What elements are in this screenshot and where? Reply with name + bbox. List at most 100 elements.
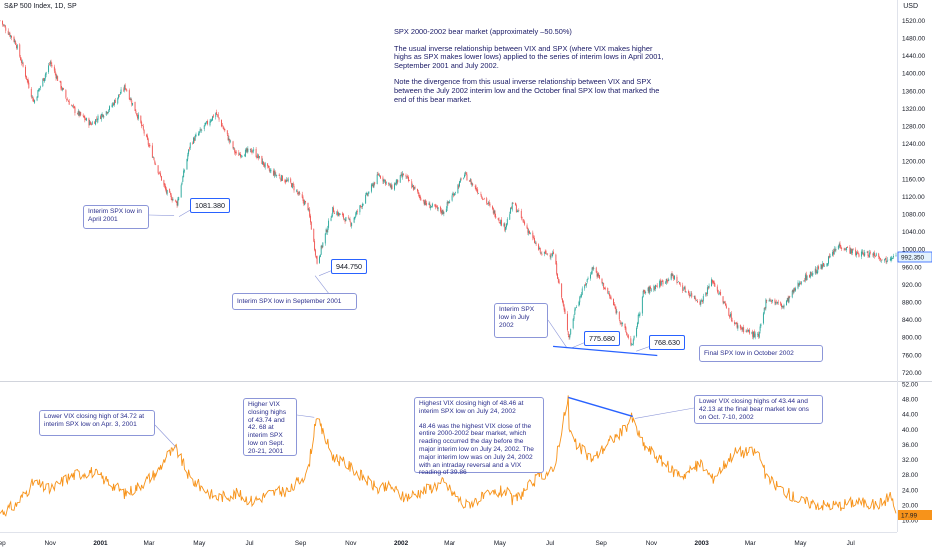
spx-candle-body	[584, 285, 586, 289]
spx-candle-body	[2, 20, 3, 25]
spx-candle-body	[314, 249, 316, 256]
spx-candle-body	[602, 282, 604, 284]
spx-candle-body	[459, 179, 461, 183]
spx-candle-body	[880, 260, 882, 262]
spx-candle-body	[211, 119, 213, 122]
spx-candle-body	[347, 217, 349, 219]
spx-candle-body	[408, 177, 409, 181]
spx-candle-body	[251, 151, 253, 153]
symbol-title[interactable]: S&P 500 Index, 1D, SP	[4, 3, 77, 10]
spx-candle-body	[844, 249, 846, 251]
spx-candle-body	[367, 192, 369, 196]
spx-candle-body	[471, 183, 473, 186]
spx-candle-body	[817, 266, 819, 273]
vix-last-value-tag	[898, 510, 932, 520]
spx-candle-body	[108, 110, 110, 112]
spx-candle-body	[429, 203, 431, 209]
spx-price-tick: 1040.00	[902, 229, 926, 236]
spx-candle-body	[862, 252, 864, 254]
spx-candle-body	[453, 194, 455, 197]
spx-candle-body	[333, 212, 335, 214]
time-axis-tick: Sep	[0, 540, 6, 547]
spx-candle-body	[413, 186, 415, 190]
spx-candle-body	[829, 255, 831, 258]
spx-candle-body	[119, 93, 121, 95]
spx-candle-body	[839, 243, 841, 247]
time-axis-tick: Nov	[45, 540, 57, 547]
spx-candle-body	[440, 210, 442, 214]
spx-candle-body	[345, 217, 347, 222]
spx-candle-body	[230, 140, 232, 142]
spx-candle-body	[342, 213, 344, 219]
spx-candle-body	[170, 193, 171, 195]
spx-candle-body	[691, 293, 693, 298]
spx-candle-body	[735, 322, 737, 324]
spx-candle-body	[114, 99, 115, 105]
spx-candle-body	[614, 306, 616, 309]
spx-candle-body	[740, 327, 742, 329]
spx-candle-body	[48, 65, 50, 73]
vix-callout-oct-2002: Lower VIX closing highs of 43.44 and 42.…	[694, 395, 823, 424]
spx-candle-body	[44, 74, 46, 79]
spx-candle-body	[400, 174, 402, 176]
spx-candle-body	[207, 120, 208, 125]
spx-candle-body	[403, 174, 404, 176]
spx-candle-body	[664, 282, 666, 284]
spx-candle-body	[417, 191, 419, 195]
spx-candle-body	[272, 170, 274, 176]
spx-candle-body	[662, 280, 664, 285]
spx-price-tick: 1280.00	[902, 124, 926, 131]
callout-connector	[547, 319, 568, 349]
spx-candle-body	[706, 287, 708, 295]
spx-candle-body	[224, 128, 226, 131]
spx-candle-body	[528, 231, 530, 234]
spx-candle-body	[815, 269, 817, 273]
spx-candle-body	[159, 172, 161, 174]
spx-candle-body	[586, 279, 588, 283]
spx-candle-body	[540, 252, 542, 254]
spx-candle-body	[321, 245, 323, 248]
spx-candle-body	[595, 267, 597, 273]
spx-candle-body	[604, 288, 606, 290]
spx-candle-body	[838, 244, 840, 247]
spx-candle-body	[286, 179, 288, 182]
spx-candle-body	[884, 258, 886, 260]
spx-candle-body	[11, 35, 12, 38]
spx-candle-body	[543, 251, 545, 254]
spx-candle-body	[8, 33, 10, 35]
callout-connector	[148, 214, 175, 216]
spx-price-tick: 1400.00	[902, 71, 926, 78]
spx-candle-body	[124, 84, 126, 89]
spx-candle-body	[226, 130, 228, 135]
spx-candle-body	[229, 139, 231, 142]
spx-candle-body	[170, 195, 172, 200]
spx-candle-body	[437, 207, 439, 210]
spx-candle-body	[510, 207, 512, 214]
spx-candle-body	[123, 85, 125, 91]
spx-candle-body	[201, 129, 203, 131]
spx-candle-body	[240, 155, 242, 156]
spx-candle-body	[731, 320, 733, 322]
spx-candle-body	[718, 293, 720, 295]
spx-candle-body	[120, 89, 122, 94]
spx-candle-body	[111, 105, 113, 107]
spx-candle-body	[49, 62, 51, 65]
spx-candle-body	[267, 163, 269, 167]
spx-candle-body	[71, 105, 73, 106]
spx-candle-body	[725, 303, 726, 306]
spx-candle-body	[118, 94, 120, 96]
spx-candle-body	[287, 179, 289, 181]
spx-candle-body	[284, 180, 286, 182]
spx-candle-body	[521, 217, 523, 219]
spx-candle-body	[850, 249, 852, 254]
spx-candle-body	[291, 183, 293, 188]
spx-candle-body	[499, 222, 501, 224]
spx-candle-body	[596, 271, 598, 277]
time-axis-tick: Jul	[245, 540, 253, 547]
spx-candle-body	[269, 170, 271, 172]
spx-candle-body	[350, 222, 352, 226]
spx-candle-body	[889, 259, 891, 261]
spx-candle-body	[655, 285, 657, 287]
spx-candle-body	[846, 247, 848, 251]
